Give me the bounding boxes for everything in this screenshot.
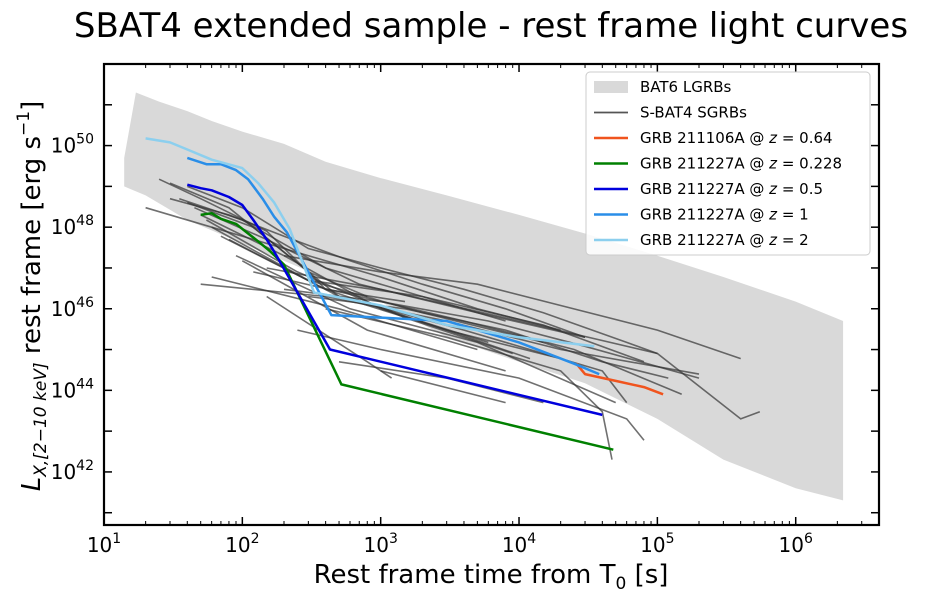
sgrb-line-14 <box>211 276 478 351</box>
sgrb-line-17 <box>308 279 645 363</box>
x-tick-label: 105 <box>640 531 674 557</box>
x-axis-ticks: 101 102 103 104 105 106 <box>87 64 880 557</box>
legend: BAT6 LGRBs S-BAT4 SGRBs GRB 211106A @ z = … <box>585 71 871 256</box>
legend-label: GRB 211227A @ z = 1 <box>640 206 809 224</box>
x-axis-label: Rest frame time from T0 [s] <box>314 560 669 594</box>
y-tick-label: 1050 <box>51 132 94 158</box>
series-line-1 <box>200 211 614 451</box>
plot-area <box>124 92 844 501</box>
sgrb-line-15 <box>283 254 741 360</box>
y-tick-label: 1042 <box>51 458 94 484</box>
sgrb-line-21 <box>380 370 506 404</box>
y-tick-label: 1044 <box>51 376 94 402</box>
legend-label: GRB 211106A @ z = 0.64 <box>640 129 833 147</box>
chart-title: SBAT4 extended sample - rest frame light… <box>74 6 908 46</box>
x-tick-label: 102 <box>225 531 259 557</box>
sgrb-line-12 <box>241 260 506 372</box>
series-line-4 <box>145 137 595 348</box>
x-tick-label: 101 <box>87 531 121 557</box>
legend-label: BAT6 LGRBs <box>640 78 732 96</box>
series-line-2 <box>186 183 603 417</box>
sgrb-line-26 <box>187 185 658 355</box>
series-line-3 <box>186 156 600 376</box>
legend-label: GRB 211227A @ z = 0.5 <box>640 180 823 198</box>
sgrb-line-25 <box>253 271 683 396</box>
plot-frame <box>102 62 881 527</box>
x-tick-label: 104 <box>502 531 536 557</box>
sgrb-lines <box>145 178 761 460</box>
highlight-series <box>145 137 664 451</box>
legend-label: S-BAT4 SGRBs <box>640 104 747 122</box>
sgrb-line-18 <box>325 308 613 460</box>
x-tick-label: 106 <box>779 531 813 557</box>
sgrb-line-10 <box>228 238 628 404</box>
x-tick-label: 103 <box>363 531 397 557</box>
sgrb-line-27 <box>169 197 586 339</box>
legend-swatch <box>594 81 628 93</box>
y-axis-ticks: 1042 1044 1046 1048 1050 <box>51 104 879 514</box>
sgrb-line-20 <box>338 361 544 404</box>
sgrb-line-23 <box>283 288 700 379</box>
sgrb-line-8 <box>211 226 544 344</box>
lgrb-band <box>124 92 844 501</box>
legend-label: GRB 211227A @ z = 2 <box>640 231 809 249</box>
legend-label: GRB 211227A @ z = 0.228 <box>640 155 842 173</box>
y-tick-label: 1046 <box>51 295 94 321</box>
legend-box <box>585 71 871 256</box>
sgrb-line-19 <box>297 329 645 441</box>
y-tick-label: 1048 <box>51 213 94 239</box>
y-axis-label: LX,[2−10 keV] rest frame [erg s−1] <box>14 101 51 492</box>
sgrb-line-16 <box>266 267 761 420</box>
series-line-0 <box>575 362 664 396</box>
sgrb-line-22 <box>266 295 393 379</box>
